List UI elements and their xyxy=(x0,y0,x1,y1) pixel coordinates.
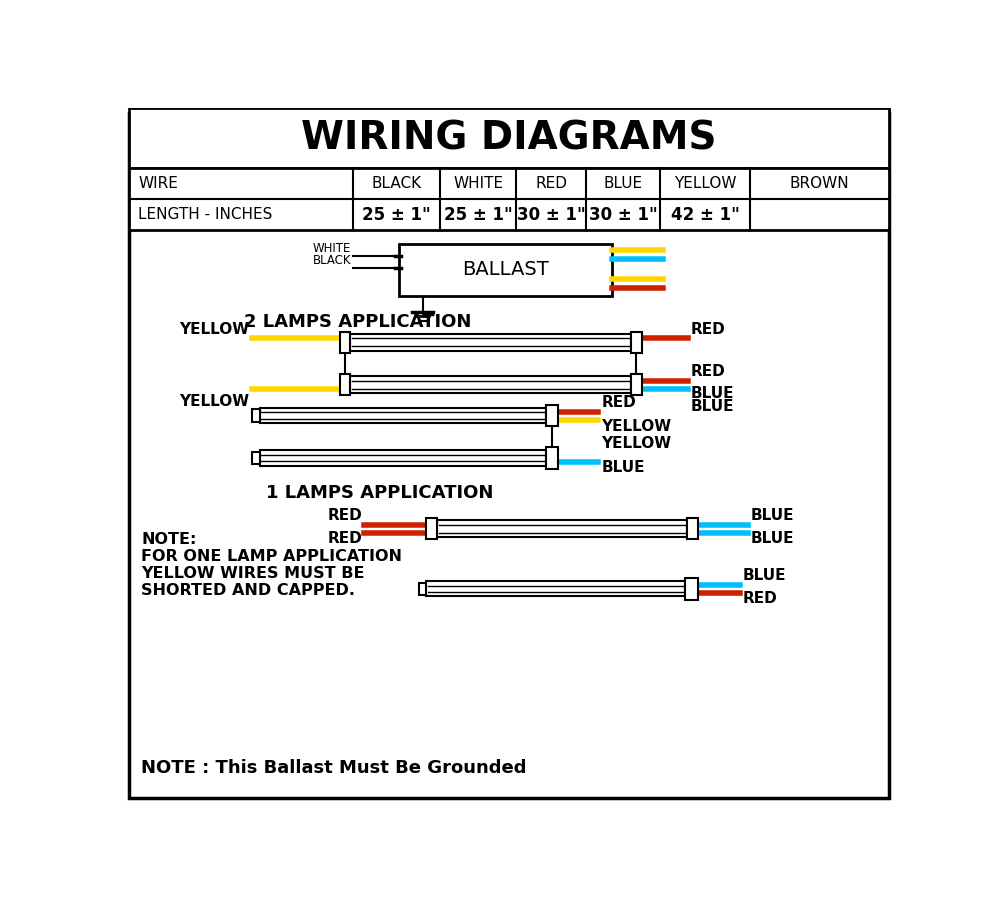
Text: RED: RED xyxy=(743,591,778,606)
Bar xyxy=(685,578,698,600)
Text: RED: RED xyxy=(691,322,726,337)
Bar xyxy=(260,408,546,423)
Text: 1 LAMPS APPLICATION: 1 LAMPS APPLICATION xyxy=(266,484,494,502)
Bar xyxy=(351,376,631,393)
Bar xyxy=(252,410,260,421)
Bar xyxy=(129,108,889,169)
Text: YELLOW: YELLOW xyxy=(180,394,249,409)
Text: 2 LAMPS APPLICATION: 2 LAMPS APPLICATION xyxy=(244,312,472,330)
Bar xyxy=(399,244,613,296)
Text: BLUE: BLUE xyxy=(691,386,734,401)
Text: RED: RED xyxy=(691,364,726,379)
Text: 42 ± 1": 42 ± 1" xyxy=(671,206,740,224)
Text: BLUE: BLUE xyxy=(602,460,645,475)
Text: 30 ± 1": 30 ± 1" xyxy=(516,206,586,224)
Text: LENGTH - INCHES: LENGTH - INCHES xyxy=(138,207,272,222)
Text: 25 ± 1": 25 ± 1" xyxy=(444,206,512,224)
Text: BLUE: BLUE xyxy=(604,176,642,191)
Text: BLUE: BLUE xyxy=(691,399,734,413)
Text: SHORTED AND CAPPED.: SHORTED AND CAPPED. xyxy=(141,583,355,597)
Bar xyxy=(340,332,351,353)
Text: NOTE : This Ballast Must Be Grounded: NOTE : This Ballast Must Be Grounded xyxy=(141,759,526,778)
Text: YELLOW: YELLOW xyxy=(602,419,671,434)
Text: 25 ± 1": 25 ± 1" xyxy=(362,206,431,224)
Bar xyxy=(546,405,558,427)
Text: WIRE: WIRE xyxy=(138,176,178,191)
Text: RED: RED xyxy=(328,508,362,522)
Text: YELLOW: YELLOW xyxy=(674,176,737,191)
Text: BLUE: BLUE xyxy=(751,531,793,546)
Text: BLUE: BLUE xyxy=(743,568,786,584)
Bar xyxy=(687,518,698,539)
Text: RED: RED xyxy=(535,176,567,191)
Text: BLUE: BLUE xyxy=(751,508,793,522)
Bar xyxy=(426,581,685,596)
Text: BLACK: BLACK xyxy=(371,176,422,191)
Text: BLACK: BLACK xyxy=(313,253,352,267)
Text: FOR ONE LAMP APPLICATION: FOR ONE LAMP APPLICATION xyxy=(141,548,402,564)
Text: WHITE: WHITE xyxy=(313,242,352,254)
Text: NOTE:: NOTE: xyxy=(141,532,197,547)
Bar xyxy=(419,583,426,595)
Bar xyxy=(252,452,260,464)
Bar xyxy=(546,447,558,469)
Text: RED: RED xyxy=(602,395,637,410)
Text: RED: RED xyxy=(328,531,362,546)
Text: YELLOW WIRES MUST BE: YELLOW WIRES MUST BE xyxy=(141,566,364,581)
Text: YELLOW: YELLOW xyxy=(180,322,249,337)
Text: BALLAST: BALLAST xyxy=(463,261,549,280)
Bar xyxy=(631,374,641,395)
Bar xyxy=(351,334,631,351)
Bar xyxy=(437,520,687,537)
Bar xyxy=(340,374,351,395)
Bar xyxy=(260,450,546,465)
Bar xyxy=(129,169,889,230)
Text: YELLOW: YELLOW xyxy=(602,436,671,451)
Text: WIRING DIAGRAMS: WIRING DIAGRAMS xyxy=(301,119,716,157)
Bar xyxy=(631,332,641,353)
Text: 30 ± 1": 30 ± 1" xyxy=(589,206,657,224)
Text: BROWN: BROWN xyxy=(789,176,849,191)
Text: WHITE: WHITE xyxy=(453,176,503,191)
Bar xyxy=(426,518,437,539)
